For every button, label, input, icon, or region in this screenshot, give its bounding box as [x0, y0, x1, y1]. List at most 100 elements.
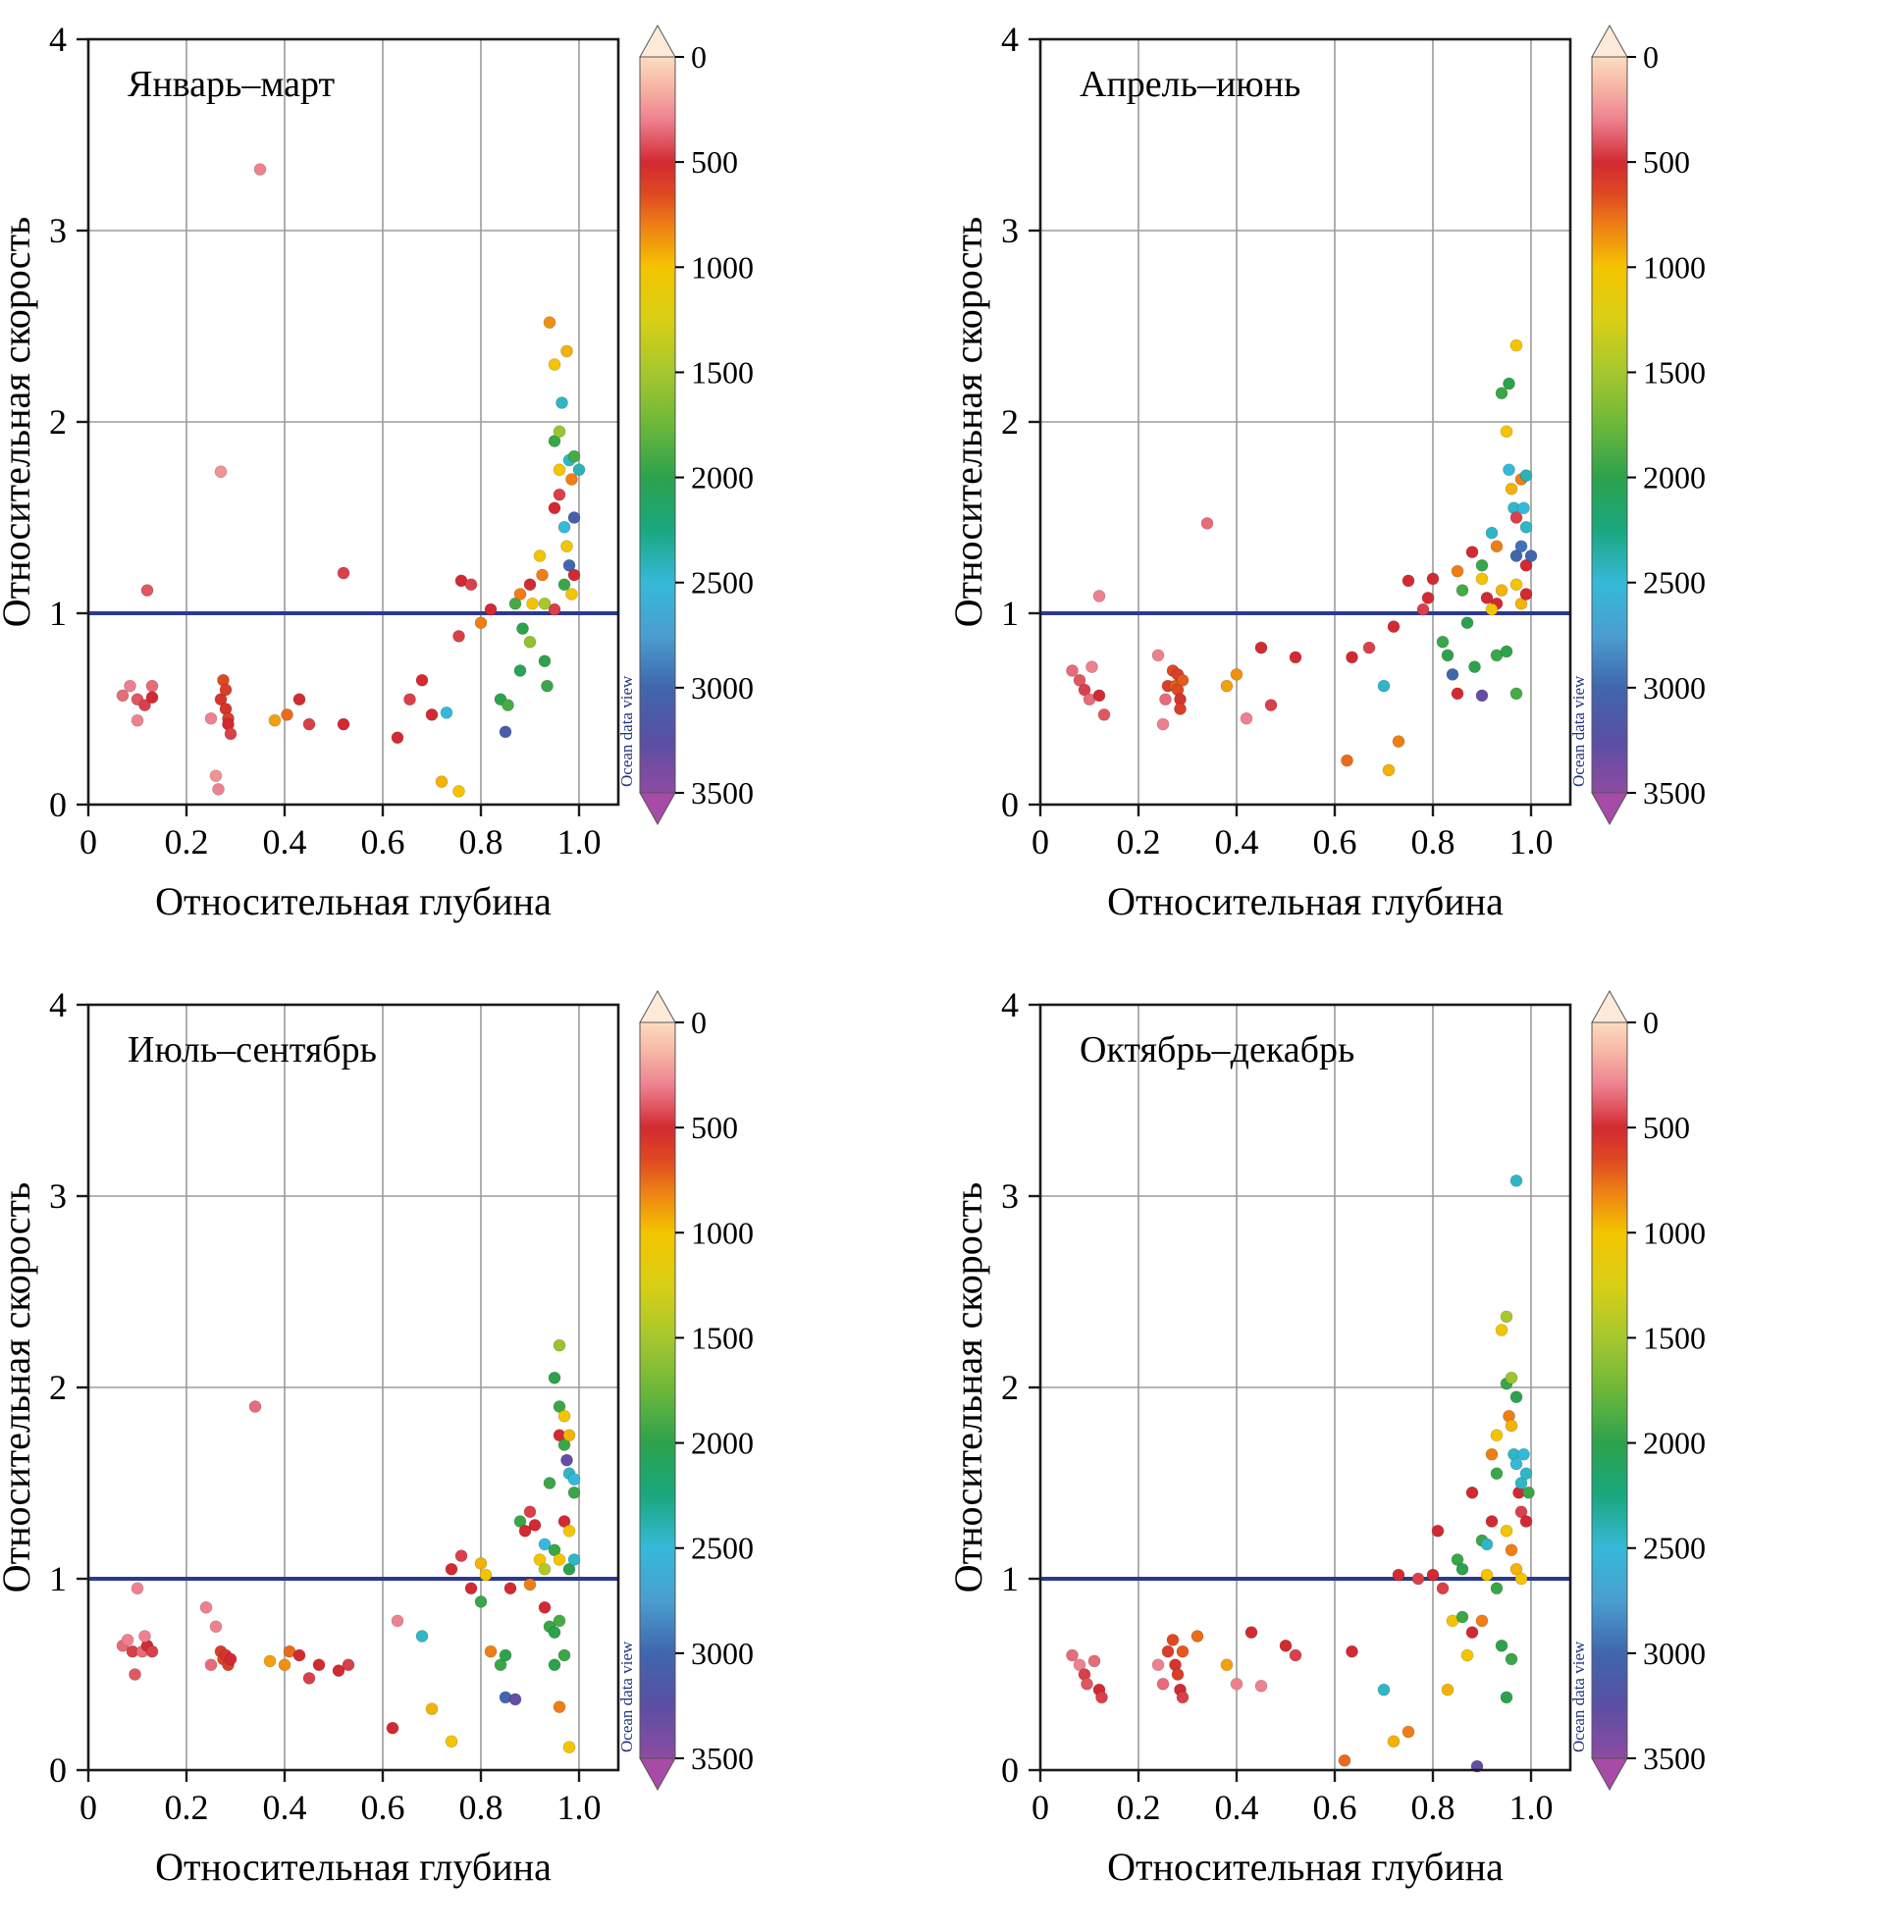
x-axis: 0 0.2 0.4 0.6 0.8 1.0 — [79, 1770, 602, 1827]
colorbar-tick-label: 1000 — [1643, 249, 1706, 285]
x-tick-label: 0.2 — [1117, 1788, 1161, 1827]
data-point — [1495, 584, 1508, 597]
data-point — [572, 463, 586, 477]
data-point — [1475, 689, 1489, 703]
data-point — [533, 549, 547, 562]
data-point — [1240, 711, 1253, 725]
data-point — [425, 1702, 439, 1715]
y-tick-label: 1 — [49, 594, 67, 633]
colorbar: 0 500 1000 1500 2000 2500 3000 3500 Ocean data v… — [1569, 989, 1706, 1792]
y-tick-label: 4 — [1001, 20, 1019, 59]
data-point — [1392, 735, 1405, 749]
colorbar-tick-label: 3500 — [691, 775, 754, 810]
data-point — [1500, 1524, 1513, 1538]
x-tick-label: 0.8 — [459, 1788, 503, 1827]
data-point — [1509, 1390, 1523, 1404]
x-axis-label: Относительная глубина — [155, 1845, 552, 1889]
data-point — [557, 1409, 571, 1423]
data-point — [1411, 1572, 1425, 1586]
data-point — [1519, 558, 1533, 572]
data-point — [1421, 592, 1435, 604]
x-tick-label: 0 — [1031, 1788, 1049, 1827]
data-point — [138, 699, 151, 711]
data-point — [464, 1582, 478, 1595]
data-point — [116, 689, 130, 703]
x-axis: 0 0.2 0.4 0.6 0.8 1.0 — [79, 805, 602, 862]
data-point — [1279, 1639, 1293, 1652]
data-point — [553, 1553, 566, 1566]
data-point — [538, 1562, 552, 1576]
data-point — [131, 1582, 144, 1595]
data-point — [131, 713, 144, 727]
data-point — [1514, 1572, 1528, 1586]
data-point — [1460, 616, 1474, 630]
data-point — [538, 654, 552, 668]
colorbar: 0 500 1000 1500 2000 2500 3000 3500 Ocean data v… — [1569, 24, 1706, 826]
scatter-panel-jan-mar: 0 0.2 0.4 0.6 0.8 1.0 0 1 2 3 4 Январь–март Относите… — [0, 0, 952, 966]
colorbar-tick-label: 0 — [1643, 1005, 1659, 1040]
colorbar-tick-label: 2000 — [1643, 1426, 1706, 1461]
data-point — [557, 1515, 571, 1528]
data-point — [445, 1562, 458, 1576]
data-point — [508, 1693, 522, 1706]
data-point — [1451, 564, 1464, 578]
colorbar-top-arrow — [1591, 989, 1628, 1023]
ocean-data-view-watermark: Ocean data view — [1569, 1641, 1588, 1752]
data-point — [219, 683, 233, 697]
data-point — [129, 1668, 141, 1681]
data-point — [1500, 1310, 1513, 1324]
colorbar-tick-label: 3000 — [691, 670, 754, 705]
data-point — [548, 1543, 561, 1557]
data-point — [1495, 387, 1508, 400]
data-point — [1519, 1467, 1533, 1481]
y-axis: 0 1 2 3 4 — [49, 20, 88, 824]
data-point — [302, 717, 316, 731]
data-point — [1495, 1639, 1508, 1652]
data-point — [1341, 754, 1353, 767]
data-point — [204, 711, 218, 725]
data-point — [523, 1505, 537, 1519]
data-point — [1451, 687, 1464, 701]
scatter-chart: 0 0.2 0.4 0.6 0.8 1.0 0 1 2 3 4 Апрель–июнь Относите… — [952, 20, 1706, 923]
colorbar-top-arrow — [639, 24, 676, 58]
data-point — [1087, 1654, 1101, 1668]
data-point — [1436, 635, 1450, 649]
data-point — [1159, 693, 1172, 706]
colorbar-tick-label: 3000 — [1643, 1636, 1706, 1671]
data-point — [565, 473, 578, 486]
data-point — [415, 1630, 429, 1643]
data-point — [1490, 1467, 1504, 1481]
x-tick-label: 1.0 — [557, 1788, 602, 1827]
x-tick-label: 0.2 — [1117, 822, 1161, 862]
data-point — [1503, 463, 1515, 477]
data-point — [1092, 590, 1106, 602]
data-point — [292, 1648, 306, 1662]
data-point — [548, 435, 561, 447]
data-point — [1338, 1753, 1351, 1767]
colorbar-top-arrow — [639, 989, 676, 1023]
data-point — [548, 1371, 561, 1384]
data-point — [1465, 546, 1479, 558]
data-point — [541, 679, 554, 693]
data-point — [1085, 660, 1098, 673]
data-point — [1451, 1553, 1464, 1566]
y-tick-label: 2 — [49, 402, 67, 442]
data-point — [1254, 641, 1268, 654]
x-tick-label: 0.2 — [165, 1788, 209, 1827]
data-point — [1500, 1691, 1513, 1704]
data-point — [562, 1562, 576, 1576]
colorbar-tick-label: 2000 — [691, 1426, 754, 1461]
data-point — [1485, 602, 1499, 616]
y-tick-label: 2 — [1001, 402, 1019, 442]
data-point — [1220, 1658, 1234, 1672]
data-point — [1382, 763, 1396, 777]
data-point — [1480, 1568, 1494, 1582]
data-point — [1505, 1419, 1518, 1433]
data-point — [1377, 679, 1391, 693]
y-tick-label: 0 — [49, 1750, 67, 1790]
data-point — [557, 1648, 571, 1662]
data-point — [1377, 1683, 1391, 1697]
data-point — [494, 1658, 507, 1672]
data-point — [1066, 1648, 1079, 1662]
data-point — [263, 1654, 277, 1668]
